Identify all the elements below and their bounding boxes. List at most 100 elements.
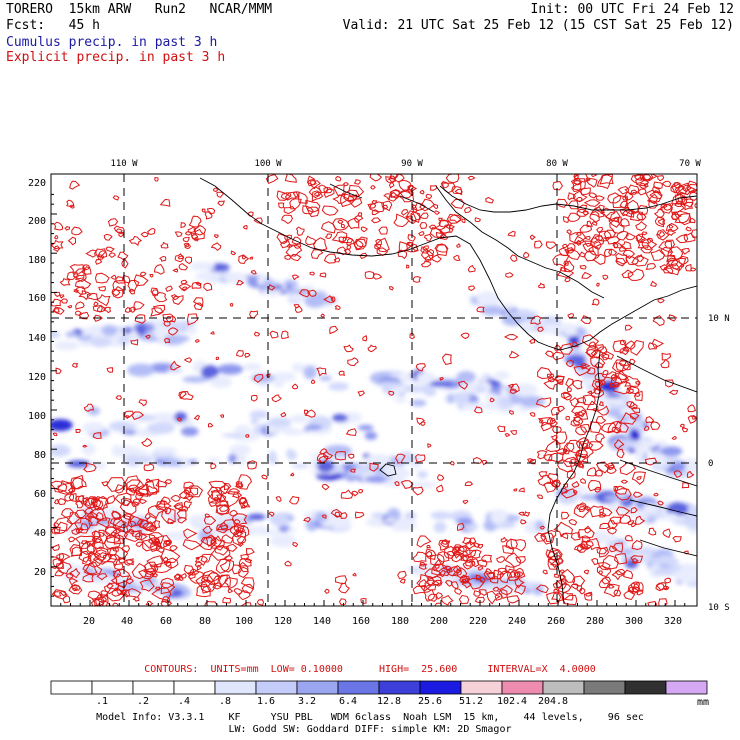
- explicit-precip-contour: [109, 516, 127, 529]
- y-tick-label: 160: [28, 293, 46, 304]
- explicit-precip-contour: [236, 349, 244, 357]
- explicit-precip-contour: [121, 259, 129, 269]
- y-tick-label: 20: [34, 567, 46, 578]
- explicit-precip-contour: [67, 304, 73, 309]
- explicit-precip-contour: [183, 242, 190, 247]
- explicit-precip-contour: [216, 521, 229, 534]
- explicit-precip-contour: [667, 257, 679, 267]
- explicit-precip-contour: [472, 457, 483, 464]
- forecast-hour: Fcst: 45 h: [6, 18, 100, 33]
- explicit-precip-contour: [595, 433, 605, 443]
- explicit-precip-contour: [583, 592, 593, 601]
- explicit-precip-contour: [560, 488, 577, 499]
- cumulus-precip-cell: [249, 410, 269, 419]
- explicit-precip-contour: [183, 564, 195, 576]
- explicit-precip-contour: [457, 380, 468, 390]
- explicit-precip-contour: [619, 245, 627, 252]
- explicit-precip-contour: [650, 249, 666, 261]
- explicit-precip-contour: [616, 230, 629, 241]
- explicit-precip-contour: [340, 223, 346, 229]
- explicit-precip-contour: [244, 434, 250, 438]
- explicit-precip-contour: [572, 379, 583, 390]
- cumulus-precip-cell: [180, 426, 199, 437]
- cumulus-precip-cell: [65, 331, 78, 338]
- cumulus-precip-cell: [267, 417, 292, 428]
- explicit-precip-contour: [180, 222, 187, 229]
- explicit-precip-contour: [579, 264, 587, 270]
- cumulus-precip-cell: [452, 392, 470, 404]
- explicit-precip-contour: [489, 397, 495, 403]
- explicit-precip-contour: [143, 463, 155, 472]
- explicit-precip-contour: [586, 400, 599, 412]
- color-bar-swatch: [460, 680, 503, 695]
- x-tick-label: 120: [274, 616, 292, 627]
- explicit-precip-contour: [566, 470, 576, 480]
- explicit-precip-contour: [504, 552, 522, 568]
- explicit-precip-contour: [397, 189, 415, 203]
- explicit-precip-contour: [68, 493, 77, 503]
- explicit-precip-contour: [312, 237, 328, 252]
- explicit-precip-contour: [180, 279, 188, 285]
- cumulus-precip-cell: [90, 336, 112, 348]
- explicit-precip-contour: [355, 236, 368, 248]
- explicit-precip-contour: [551, 591, 564, 602]
- valid-time: Valid: 21 UTC Sat 25 Feb 12 (15 CST Sat …: [342, 18, 734, 33]
- explicit-precip-contour: [581, 334, 600, 348]
- explicit-precip-contour: [637, 188, 647, 196]
- explicit-precip-contour: [590, 557, 599, 566]
- explicit-precip-contour: [444, 580, 453, 587]
- explicit-precip-contour: [574, 453, 589, 466]
- explicit-precip-contour: [582, 242, 594, 253]
- explicit-precip-contour: [630, 189, 638, 195]
- explicit-precip-contour: [428, 224, 437, 230]
- explicit-precip-contour: [510, 254, 518, 262]
- explicit-precip-contour: [371, 209, 380, 216]
- cumulus-precip-cell: [101, 324, 118, 337]
- explicit-precip-contour: [92, 552, 111, 565]
- explicit-precip-contour: [382, 204, 389, 210]
- explicit-precip-contour: [478, 589, 487, 596]
- explicit-precip-contour: [187, 226, 197, 235]
- explicit-precip-contour: [90, 598, 105, 606]
- explicit-precip-contour: [624, 199, 639, 215]
- x-tick-label: 260: [547, 616, 565, 627]
- explicit-precip-contour: [113, 547, 119, 552]
- explicit-precip-contour: [565, 378, 574, 388]
- explicit-precip-contour: [616, 448, 625, 459]
- explicit-precip-contour: [346, 244, 352, 250]
- explicit-precip-contour: [567, 313, 575, 319]
- explicit-precip-contour: [522, 511, 531, 517]
- explicit-precip-contour: [78, 550, 92, 563]
- cumulus-precip-cell: [157, 327, 166, 341]
- x-tick-label: 300: [625, 616, 643, 627]
- explicit-precip-contour: [80, 540, 88, 545]
- explicit-precip-contour: [481, 554, 493, 563]
- explicit-precip-contour: [119, 499, 137, 515]
- cumulus-precip-cell: [601, 533, 618, 544]
- cumulus-precip-cell: [304, 294, 326, 308]
- explicit-precip-contour: [304, 409, 316, 418]
- explicit-precip-contour: [357, 390, 365, 397]
- explicit-precip-contour: [579, 224, 593, 233]
- explicit-precip-contour: [664, 577, 672, 584]
- explicit-precip-contour: [424, 568, 442, 581]
- explicit-precip-contour: [334, 575, 348, 585]
- explicit-precip-contour: [456, 569, 462, 576]
- explicit-precip-contour: [555, 580, 568, 590]
- explicit-precip-contour: [84, 507, 94, 515]
- explicit-precip-contour: [204, 600, 218, 606]
- explicit-precip-contour: [207, 422, 214, 428]
- explicit-precip-contour: [164, 479, 172, 485]
- explicit-precip-contour: [583, 569, 590, 575]
- explicit-precip-contour: [565, 415, 570, 421]
- explicit-precip-contour: [60, 590, 67, 597]
- explicit-precip-contour: [332, 217, 350, 231]
- explicit-precip-contour: [612, 243, 619, 249]
- explicit-precip-contour: [660, 358, 670, 369]
- explicit-precip-contour: [182, 539, 202, 551]
- legend-label: .1: [95, 696, 109, 707]
- explicit-precip-contour: [578, 446, 594, 459]
- explicit-precip-contour: [338, 582, 350, 594]
- explicit-precip-contour: [398, 241, 412, 253]
- explicit-precip-contour: [179, 489, 191, 500]
